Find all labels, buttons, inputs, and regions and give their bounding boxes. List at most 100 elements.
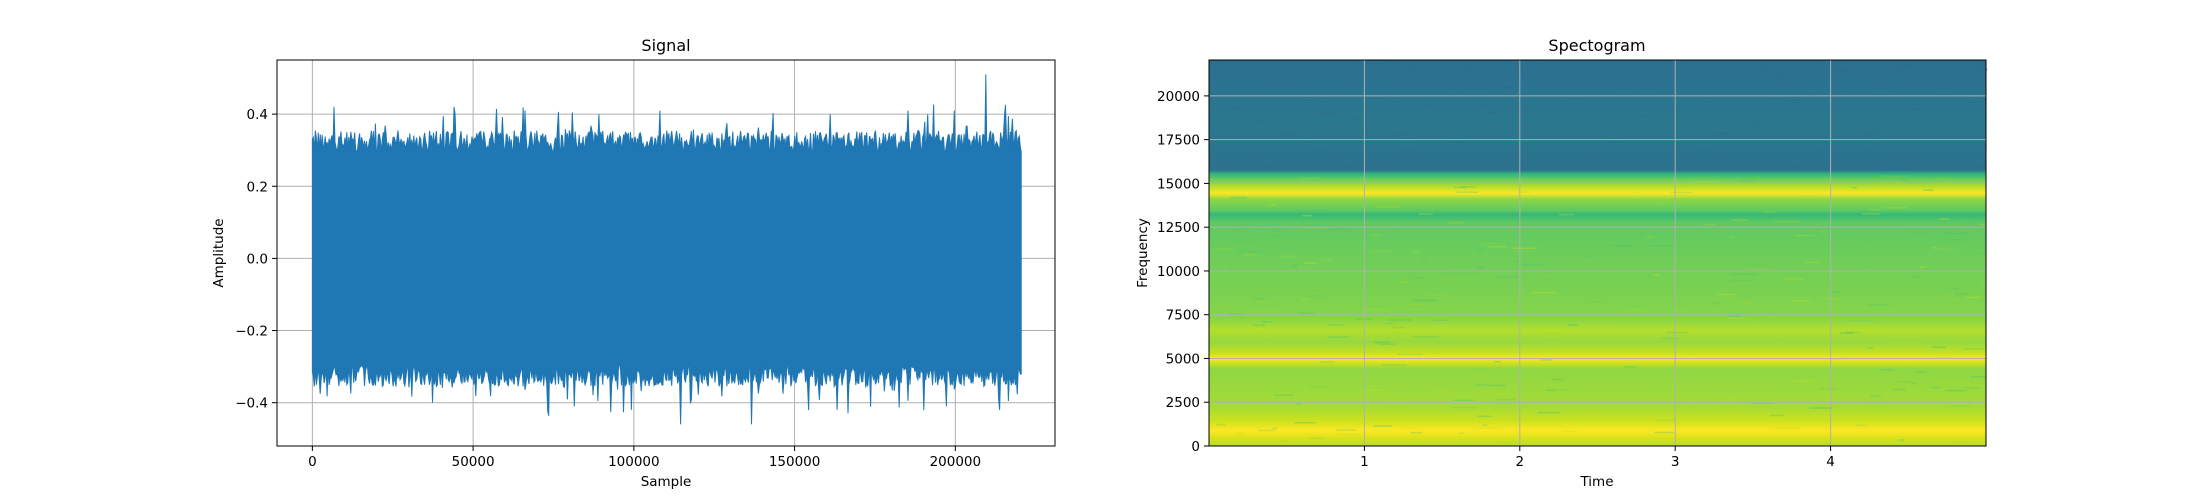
- spectrogram-speckle: [1618, 88, 1630, 90]
- spectrogram-streak: [1442, 277, 1450, 280]
- spectrogram-streak: [1945, 389, 1967, 392]
- spectrogram-speckle: [1843, 76, 1855, 79]
- spectrogram-speckle: [1452, 162, 1460, 164]
- signal-title: Signal: [641, 36, 690, 55]
- spectrogram-speckle: [1461, 139, 1470, 142]
- spectrogram-streak: [1305, 227, 1331, 229]
- spectrogram-speckle: [1945, 100, 1950, 102]
- spectrogram-streak: [1301, 214, 1313, 217]
- spectrogram-title: Spectogram: [1548, 36, 1645, 55]
- spectrogram-streak: [1754, 319, 1760, 322]
- spectrogram-speckle: [1370, 63, 1382, 65]
- spectrogram-streak: [1955, 293, 1968, 295]
- spectrogram-streak: [1274, 394, 1294, 396]
- spectrogram-streak: [1253, 297, 1265, 300]
- spectrogram-texture: [1211, 63, 1988, 443]
- spectrogram-speckle: [1896, 67, 1902, 70]
- spectrogram-speckle: [1876, 142, 1882, 145]
- spectrogram-streak: [1911, 275, 1920, 278]
- spectrogram-y-tick-label: 10000: [1157, 264, 1200, 280]
- spectrogram-streak: [1653, 274, 1661, 276]
- spectrogram-speckle: [1862, 150, 1870, 152]
- spectrogram-speckle: [1426, 105, 1434, 107]
- spectrogram-streak: [1521, 263, 1546, 266]
- spectrogram-streak: [1230, 196, 1247, 199]
- spectrogram-streak: [1829, 291, 1839, 293]
- spectrogram-streak: [1592, 413, 1600, 415]
- spectrogram-streak: [1866, 242, 1871, 245]
- spectrogram-streak: [1243, 418, 1259, 421]
- spectrogram-streak: [1477, 415, 1492, 418]
- spectrogram-streak: [1880, 368, 1894, 371]
- spectrogram-streak: [1898, 439, 1905, 441]
- spectrogram-streak: [1658, 423, 1682, 426]
- spectrogram-streak: [1375, 206, 1400, 208]
- spectrogram-streak: [1517, 191, 1531, 193]
- spectrogram-streak: [1903, 181, 1927, 184]
- spectrogram-x-tick-label: 2: [1516, 454, 1525, 470]
- spectrogram-speckle: [1755, 68, 1766, 70]
- spectrogram-streak: [1476, 249, 1484, 252]
- spectrogram-streak: [1214, 248, 1233, 251]
- spectrogram-streak: [1767, 316, 1774, 318]
- spectrogram-x-tick-label: 4: [1826, 454, 1835, 470]
- spectrogram-y-tick-label: 12500: [1157, 220, 1200, 236]
- spectrogram-speckle: [1704, 101, 1711, 103]
- spectrogram-streak: [1261, 321, 1273, 323]
- spectrogram-speckle: [1357, 76, 1362, 78]
- spectrogram-speckle: [1238, 119, 1243, 121]
- spectrogram-streak: [1336, 429, 1356, 431]
- spectrogram-streak: [1397, 353, 1423, 355]
- spectrogram-speckle: [1700, 149, 1711, 152]
- spectrogram-streak: [1656, 203, 1668, 205]
- spectrogram-streak: [1775, 427, 1801, 430]
- spectrogram-speckle: [1922, 82, 1928, 84]
- spectrogram-streak: [1787, 213, 1796, 215]
- spectrogram-streak: [1583, 256, 1593, 258]
- spectrogram-streak: [1970, 375, 1986, 378]
- spectrogram-speckle: [1688, 155, 1693, 157]
- spectrogram-streak: [1240, 316, 1245, 319]
- spectrogram-streak: [1474, 374, 1485, 377]
- spectrogram-streak: [1453, 399, 1474, 401]
- spectrogram-streak: [1849, 320, 1874, 322]
- signal-y-tick-label: 0.4: [247, 107, 268, 123]
- spectrogram-streak: [1301, 298, 1306, 301]
- spectrogram-x-tick-label: 1: [1360, 454, 1369, 470]
- spectrogram-streak: [1800, 195, 1820, 198]
- spectrogram-speckle: [1478, 105, 1487, 107]
- spectrogram-streak: [1919, 266, 1927, 268]
- spectrogram-streak: [1418, 213, 1433, 215]
- spectrogram-speckle: [1676, 73, 1683, 75]
- spectrogram-streak: [1297, 266, 1310, 269]
- spectrogram-streak: [1266, 230, 1283, 232]
- spectrogram-streak: [1254, 328, 1266, 330]
- spectrogram-streak: [1272, 427, 1278, 430]
- spectrogram-speckle: [1547, 85, 1554, 87]
- spectrogram-speckle: [1456, 84, 1463, 86]
- spectrogram-heatmap: [1209, 60, 1986, 446]
- signal-x-tick-label: 100000: [608, 454, 660, 470]
- spectrogram-streak: [1567, 324, 1578, 326]
- spectrogram-streak: [1689, 353, 1696, 355]
- spectrogram-streak: [1303, 262, 1317, 264]
- spectrogram-streak: [1762, 211, 1776, 213]
- spectrogram-streak: [1551, 378, 1565, 381]
- spectrogram-streak: [1217, 235, 1224, 237]
- spectrogram-streak: [1295, 403, 1302, 405]
- spectrogram-speckle: [1406, 156, 1414, 159]
- spectrogram-speckle: [1801, 123, 1807, 125]
- spectrogram-streak: [1394, 386, 1400, 388]
- spectrogram-speckle: [1700, 127, 1706, 129]
- signal-x-tick-label: 200000: [930, 454, 982, 470]
- spectrogram-streak: [1870, 395, 1882, 397]
- spectrogram-streak: [1784, 278, 1804, 280]
- spectrogram-streak: [1931, 386, 1940, 389]
- spectrogram-streak: [1588, 322, 1613, 324]
- spectrogram-y-tick-label: 0: [1191, 439, 1200, 455]
- spectrogram-streak: [1494, 441, 1521, 443]
- spectrogram-speckle: [1720, 163, 1732, 165]
- spectrogram-speckle: [1887, 90, 1893, 92]
- spectrogram-speckle: [1228, 71, 1234, 74]
- spectrogram-streak: [1654, 431, 1674, 434]
